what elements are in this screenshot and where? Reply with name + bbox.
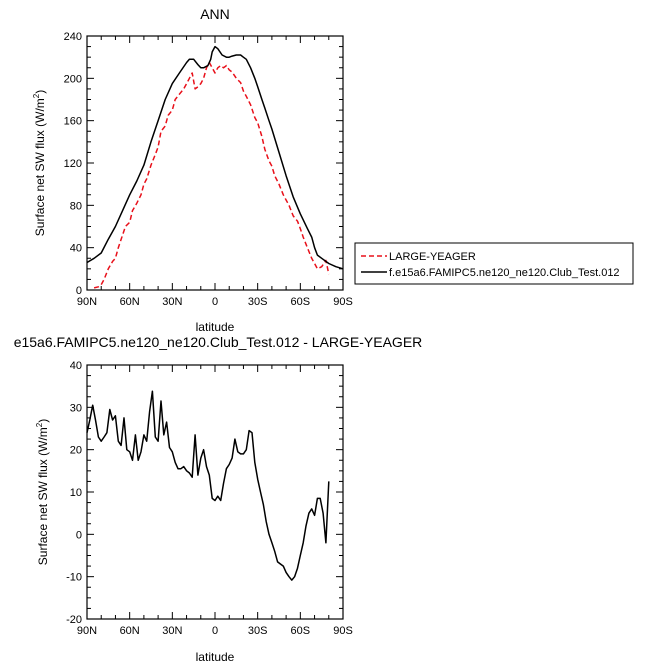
bottom-y-axis-label: Surface net SW flux (W/m2): [35, 419, 50, 565]
top-y-tick-label: 200: [64, 73, 82, 85]
bottom-x-tick-label: 60S: [291, 625, 311, 637]
top-chart-title: ANN: [200, 6, 230, 22]
bottom-series-line-0: [86, 390, 330, 581]
bottom-chart-title: e15a6.FAMIPC5.ne120_ne120.Club_Test.012 …: [14, 334, 423, 350]
bottom-x-axis: 90N 60N 30N 0 30S 60S 90S: [77, 365, 353, 637]
top-x-axis: 90N 60N 30N 0 30S 60S 90S: [77, 36, 353, 308]
top-series-line-0: [93, 61, 330, 289]
top-y-tick-label: 40: [70, 243, 82, 255]
top-x-tick-label: 90S: [333, 296, 353, 308]
legend: LARGE-YEAGER f.e15a6.FAMIPC5.ne120_ne120…: [354, 242, 634, 285]
bottom-y-tick-label: -10: [66, 572, 82, 584]
top-x-tick-label: 60N: [120, 296, 140, 308]
top-y-tick-label: 160: [64, 116, 82, 128]
bottom-x-tick-label: 90S: [333, 625, 353, 637]
top-y-tick-label: 240: [64, 31, 82, 43]
top-y-axis-label: Surface net SW flux (W/m2): [32, 90, 47, 236]
bottom-y-tick-label: 0: [76, 529, 82, 541]
top-y-tick-label: 0: [76, 285, 82, 297]
bottom-y-tick-label: 20: [70, 445, 82, 457]
bottom-y-tick-label: -20: [66, 614, 82, 626]
top-x-tick-label: 90N: [77, 296, 97, 308]
bottom-y-tick-label: 30: [70, 402, 82, 414]
top-x-axis-label: latitude: [196, 320, 235, 334]
top-x-tick-label: 0: [212, 296, 218, 308]
bottom-x-tick-label: 30N: [162, 625, 182, 637]
top-y-tick-label: 80: [70, 200, 82, 212]
top-series-line-1: [86, 45, 344, 270]
bottom-x-tick-label: 30S: [248, 625, 268, 637]
bottom-x-tick-label: 60N: [120, 625, 140, 637]
bottom-x-tick-label: 0: [212, 625, 218, 637]
top-x-tick-label: 30S: [248, 296, 268, 308]
bottom-y-tick-label: 40: [70, 360, 82, 372]
bottom-x-axis-label: latitude: [196, 650, 235, 664]
top-plot-frame: [86, 35, 344, 291]
top-plot-series: [86, 45, 344, 289]
legend-label-club-test: f.e15a6.FAMIPC5.ne120_ne120.Club_Test.01…: [389, 267, 620, 279]
top-x-tick-label: 60S: [291, 296, 311, 308]
bottom-y-axis: -20 -10 0 10 20 30 40: [66, 360, 343, 626]
legend-label-large-yeager: LARGE-YEAGER: [389, 251, 476, 263]
top-x-tick-label: 30N: [162, 296, 182, 308]
legend-box: [354, 242, 634, 285]
top-y-axis: 0 40 80 120 160 200 240: [64, 31, 343, 297]
bottom-x-tick-label: 90N: [77, 625, 97, 637]
top-y-tick-label: 120: [64, 158, 82, 170]
bottom-y-tick-label: 10: [70, 487, 82, 499]
bottom-panel: e15a6.FAMIPC5.ne120_ne120.Club_Test.012 …: [14, 334, 423, 664]
bottom-plot-series: [86, 390, 330, 581]
bottom-plot-frame: [86, 364, 344, 620]
